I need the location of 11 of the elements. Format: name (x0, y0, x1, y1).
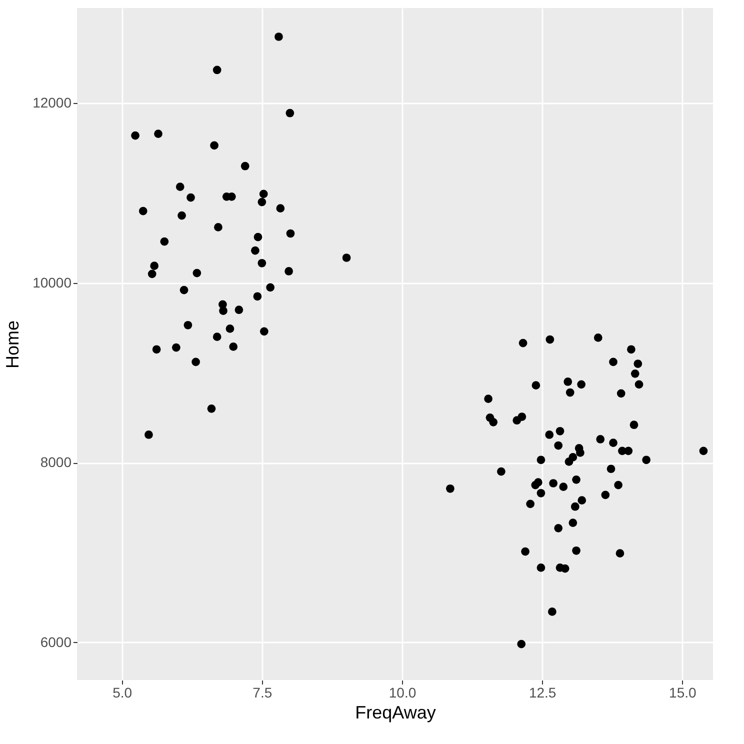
x-tick-label: 12.5 (528, 684, 556, 700)
y-axis-title: Home (2, 320, 23, 369)
y-tick-label: 6000 (40, 634, 72, 650)
x-axis-title: FreqAway (355, 702, 436, 722)
y-tick-label: 10000 (32, 274, 72, 290)
x-tick-label: 7.5 (252, 684, 272, 700)
y-tick-label: 12000 (32, 94, 72, 111)
x-tick-label: 5.0 (112, 684, 132, 700)
y-tick-label: 8000 (40, 454, 72, 470)
x-tick-label: 15.0 (669, 684, 697, 700)
x-tick-label: 10.0 (388, 684, 416, 700)
